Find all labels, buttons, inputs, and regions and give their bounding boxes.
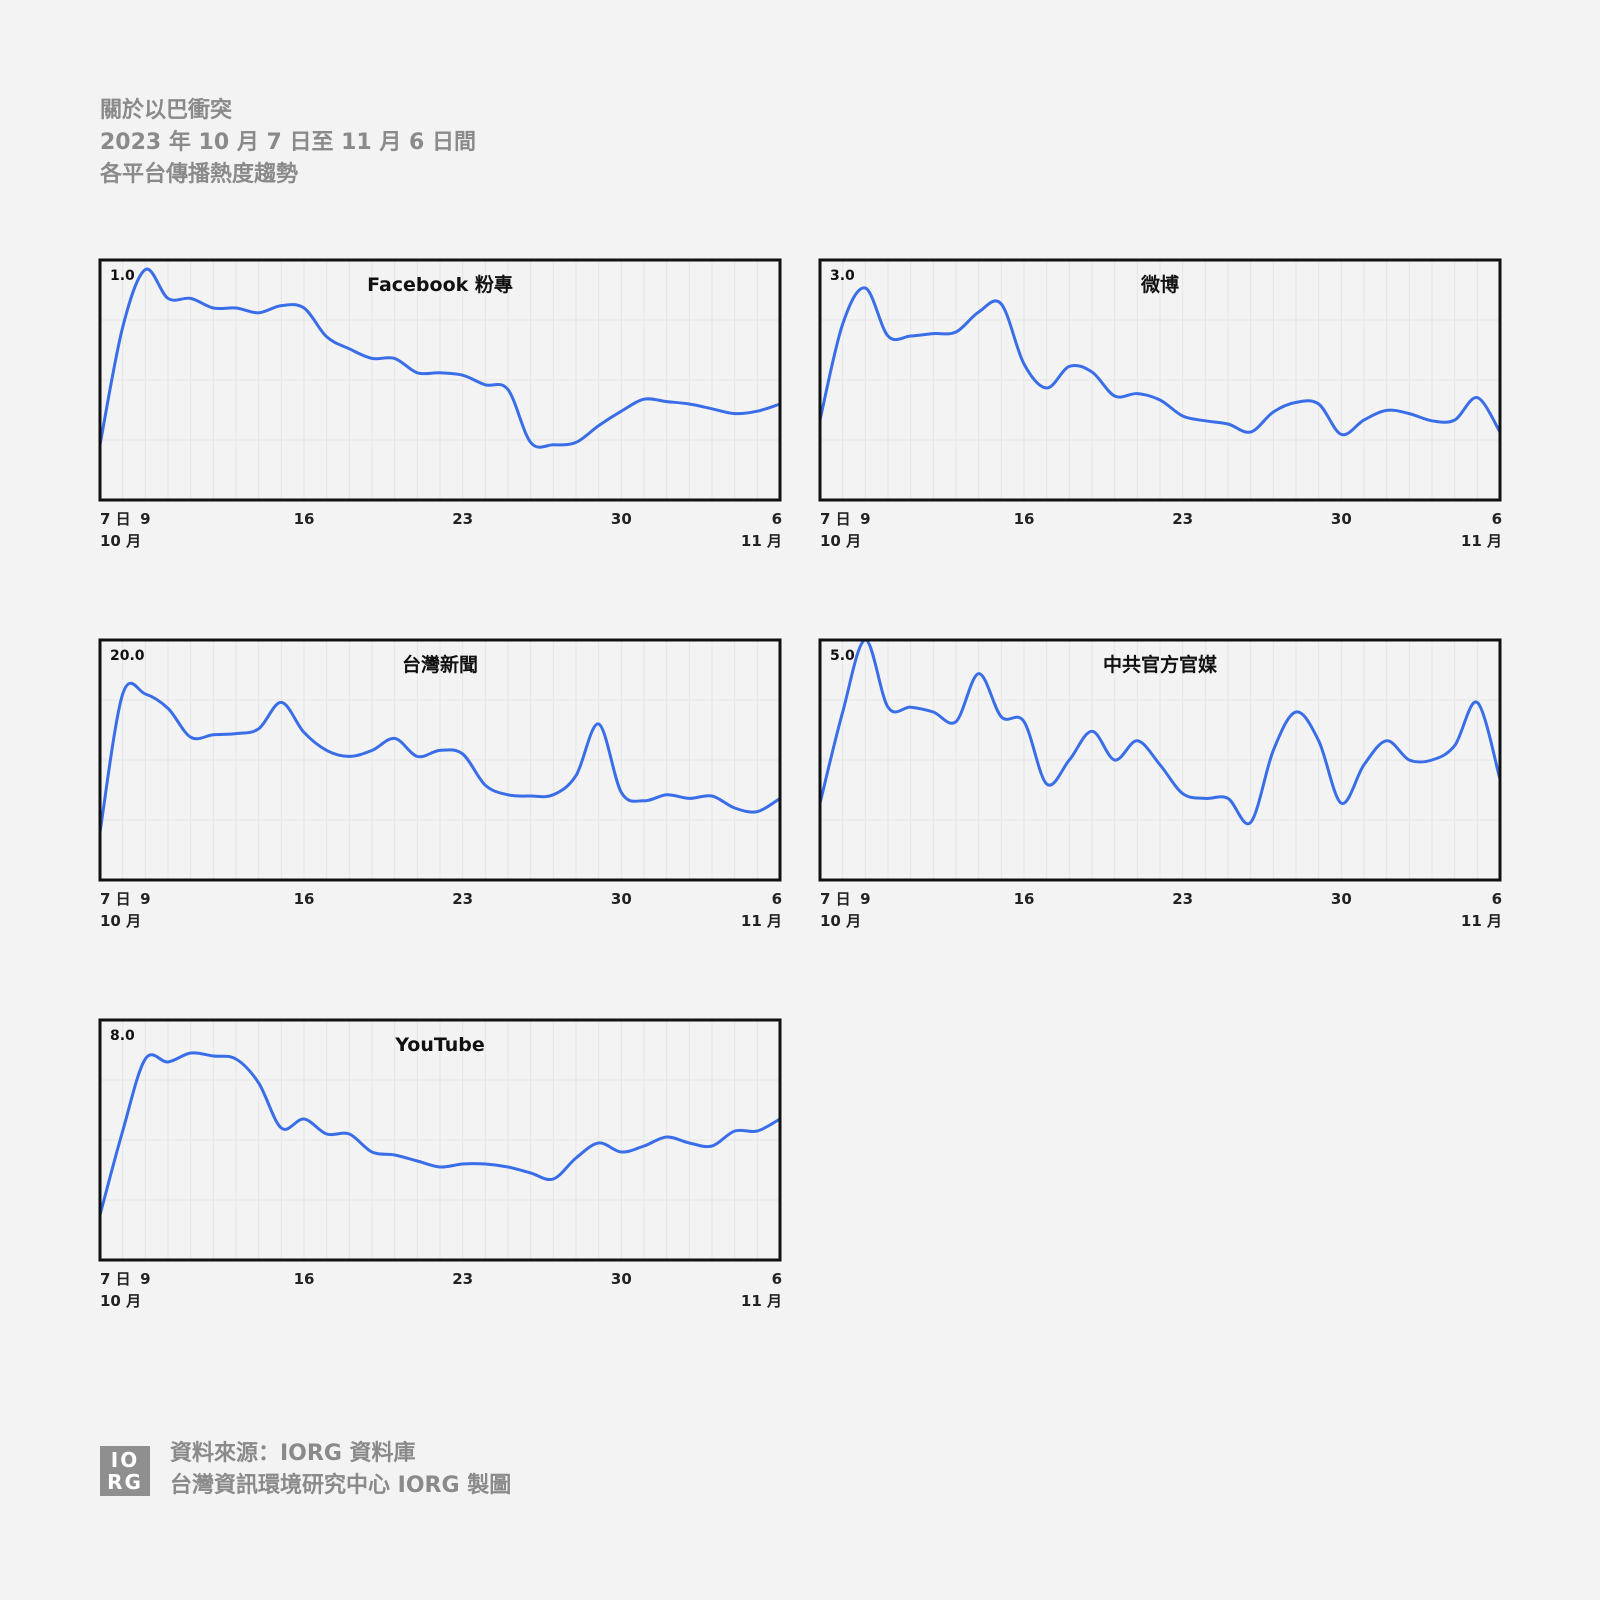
- series-line: [98, 267, 782, 449]
- x-tick-label: 30: [611, 510, 632, 528]
- chart-svg: 3.0 微博 7 日 10 月 9 16 23 30 6 11 月: [818, 258, 1502, 550]
- x-tick-label: 7 日: [100, 890, 131, 908]
- header-date-range: 2023 年 10 月 7 日至 11 月 6 日間: [100, 130, 477, 155]
- chart-weibo: 3.0 微博 7 日 10 月 9 16 23 30 6 11 月: [810, 250, 1502, 550]
- y-axis-max-label: 3.0: [830, 268, 855, 284]
- x-tick-label: 30: [611, 890, 632, 908]
- header-subtitle: 各平台傳播熱度趨勢: [100, 162, 299, 187]
- x-tick-month-label: 10 月: [100, 532, 141, 550]
- x-tick-month-label: 11 月: [1461, 912, 1502, 930]
- x-tick-label: 9: [140, 510, 150, 528]
- x-tick-label: 30: [1331, 890, 1352, 908]
- header-title: 關於以巴衝突: [100, 98, 233, 123]
- chart-title: 微博: [1140, 273, 1179, 296]
- chart-title: 中共官方官媒: [1103, 653, 1218, 676]
- chart-youtube: 8.0 YouTube 7 日 10 月 9 16 23 30 6 11 月: [90, 1010, 782, 1310]
- x-tick-label: 23: [1172, 510, 1193, 528]
- x-tick-label: 16: [1014, 510, 1035, 528]
- chart-svg: 20.0 台灣新聞 7 日 10 月 9 16 23 30 6 11 月: [98, 638, 782, 930]
- iorg-logo-icon: IO RG: [100, 1446, 150, 1496]
- chart-title: Facebook 粉專: [367, 273, 513, 296]
- x-tick-label: 30: [611, 1270, 632, 1288]
- x-tick-label: 23: [452, 890, 473, 908]
- x-tick-label: 16: [294, 890, 315, 908]
- y-axis-max-label: 8.0: [110, 1028, 135, 1044]
- x-tick-label: 6: [1492, 890, 1502, 908]
- x-tick-label: 9: [860, 890, 870, 908]
- y-axis-max-label: 1.0: [110, 268, 135, 284]
- x-tick-label: 23: [1172, 890, 1193, 908]
- y-axis-max-label: 20.0: [110, 648, 145, 664]
- chart-ccp-official-media: 5.0 中共官方官媒 7 日 10 月 9 16 23 30 6 11 月: [810, 630, 1502, 930]
- x-tick-month-label: 11 月: [1461, 532, 1502, 550]
- x-tick-label: 6: [772, 890, 782, 908]
- x-tick-label: 30: [1331, 510, 1352, 528]
- credit-text: 台灣資訊環境研究中心 IORG 製圖: [170, 1473, 512, 1498]
- chart-taiwan-news: 20.0 台灣新聞 7 日 10 月 9 16 23 30 6 11 月: [90, 630, 782, 930]
- x-tick-label: 7 日: [820, 510, 851, 528]
- chart-title: YouTube: [394, 1034, 484, 1056]
- chart-title: 台灣新聞: [402, 653, 478, 676]
- chart-svg: 1.0 Facebook 粉專 7 日 10 月 9 16 23 30 6 11 月: [98, 258, 782, 550]
- plot-frame: [818, 258, 1502, 502]
- x-tick-label: 6: [772, 510, 782, 528]
- chart-facebook: 1.0 Facebook 粉專 7 日 10 月 9 16 23 30 6 11 月: [90, 250, 782, 550]
- x-tick-month-label: 10 月: [100, 1292, 141, 1310]
- x-tick-month-label: 11 月: [741, 1292, 782, 1310]
- series-line: [98, 681, 782, 834]
- x-tick-label: 16: [294, 1270, 315, 1288]
- x-tick-label: 9: [140, 890, 150, 908]
- chart-svg: 5.0 中共官方官媒 7 日 10 月 9 16 23 30 6 11 月: [818, 638, 1502, 930]
- x-tick-month-label: 10 月: [820, 532, 861, 550]
- x-tick-label: 16: [294, 510, 315, 528]
- y-axis-max-label: 5.0: [830, 648, 855, 664]
- plot-frame: [98, 258, 782, 502]
- plot-frame: [98, 638, 782, 882]
- x-tick-month-label: 11 月: [741, 912, 782, 930]
- x-tick-month-label: 10 月: [100, 912, 141, 930]
- plot-frame: [818, 638, 1502, 882]
- series-line: [818, 286, 1502, 437]
- x-tick-label: 7 日: [100, 510, 131, 528]
- x-tick-label: 23: [452, 1270, 473, 1288]
- x-tick-label: 16: [1014, 890, 1035, 908]
- x-tick-label: 23: [452, 510, 473, 528]
- series-line: [98, 1051, 782, 1217]
- x-tick-month-label: 10 月: [820, 912, 861, 930]
- x-tick-month-label: 11 月: [741, 532, 782, 550]
- source-text: 資料來源：IORG 資料庫: [170, 1441, 416, 1466]
- x-tick-label: 9: [860, 510, 870, 528]
- x-tick-label: 9: [140, 1270, 150, 1288]
- plot-frame: [98, 1018, 782, 1262]
- x-tick-label: 6: [772, 1270, 782, 1288]
- series-line: [818, 638, 1502, 826]
- x-tick-label: 7 日: [100, 1270, 131, 1288]
- x-tick-label: 6: [1492, 510, 1502, 528]
- header: 關於以巴衝突 2023 年 10 月 7 日至 11 月 6 日間 各平台傳播熱…: [100, 95, 476, 191]
- x-tick-label: 7 日: [820, 890, 851, 908]
- chart-svg: 8.0 YouTube 7 日 10 月 9 16 23 30 6 11 月: [98, 1018, 782, 1310]
